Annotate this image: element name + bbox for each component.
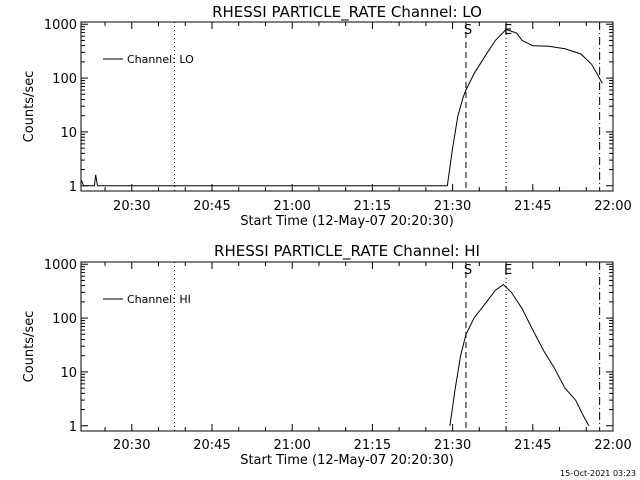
- x-tick-label: 21:15: [354, 438, 391, 453]
- series-line: [80, 28, 603, 187]
- y-tick-label: 1000: [44, 18, 77, 33]
- event-marker-label: E: [504, 263, 512, 278]
- x-axis-label: Start Time (12-May-07 20:20:30): [240, 453, 454, 468]
- plot-frame: [80, 21, 614, 192]
- y-tick-label: 1: [69, 420, 77, 435]
- x-tick-label: 20:30: [113, 199, 150, 214]
- x-tick-label: 22:00: [594, 199, 631, 214]
- y-tick-label: 10: [60, 366, 77, 381]
- chart-panel-lo: RHESSI PARTICLE_RATE Channel: LO 1 10 100 10…: [22, 3, 632, 229]
- plot-frame: [80, 261, 614, 432]
- event-marker-label: S: [464, 23, 472, 38]
- x-tick-label: 20:30: [113, 438, 150, 453]
- y-tick-label: 100: [52, 72, 77, 87]
- footer-timestamp: 15-Oct-2021 03:23: [560, 469, 636, 478]
- chart-panel-hi: RHESSI PARTICLE_RATE Channel: HI 1 10 100 10…: [22, 242, 632, 468]
- y-tick-label: 1000: [44, 258, 77, 273]
- chart-title: RHESSI PARTICLE_RATE Channel: HI: [214, 242, 480, 261]
- y-tick-label: 10: [60, 126, 77, 141]
- legend-label: Channel: HI: [127, 293, 191, 306]
- x-tick-label: 22:00: [594, 438, 631, 453]
- legend-label: Channel: LO: [127, 53, 194, 66]
- x-tick-label: 21:00: [273, 438, 310, 453]
- x-tick-label: 21:15: [354, 199, 391, 214]
- event-marker-label: S: [464, 263, 472, 278]
- y-tick-label: 1: [69, 180, 77, 195]
- chart-title: RHESSI PARTICLE_RATE Channel: LO: [212, 3, 482, 22]
- x-tick-label: 21:45: [514, 199, 551, 214]
- x-tick-label: 20:45: [193, 199, 230, 214]
- x-axis-label: Start Time (12-May-07 20:20:30): [240, 214, 454, 229]
- x-tick-label: 20:45: [193, 438, 230, 453]
- x-tick-label: 21:00: [273, 199, 310, 214]
- y-tick-label: 100: [52, 312, 77, 327]
- x-tick-label: 21:45: [514, 438, 551, 453]
- x-tick-label: 21:30: [434, 438, 471, 453]
- y-axis-label: Counts/sec: [22, 311, 37, 383]
- series-line: [449, 283, 590, 427]
- y-axis-label: Counts/sec: [22, 71, 37, 143]
- x-tick-label: 21:30: [434, 199, 471, 214]
